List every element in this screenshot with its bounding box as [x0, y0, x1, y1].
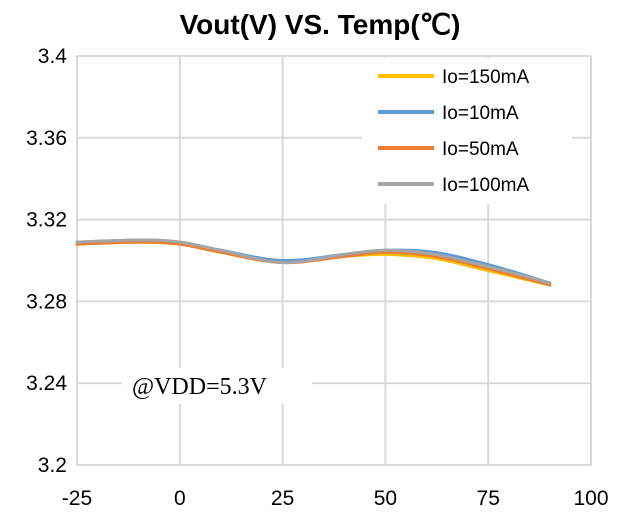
y-tick-label: 3.36: [26, 127, 67, 150]
legend-label-3: Io=100mA: [442, 175, 529, 196]
series-lines: [75, 238, 552, 287]
x-tick-label: 50: [374, 487, 397, 510]
x-tick-label: 25: [271, 487, 294, 510]
x-tick-label: 0: [174, 487, 186, 510]
annotation-group: @VDD=5.3V: [122, 368, 312, 404]
legend-background: [362, 58, 572, 204]
y-tick-label: 3.2: [38, 454, 67, 477]
x-tick-label: 100: [573, 487, 608, 510]
legend-label-0: Io=150mA: [442, 67, 529, 88]
y-tick-label: 3.28: [26, 290, 67, 313]
y-tick-label: 3.32: [26, 209, 67, 232]
x-axis-tick-labels: -25 0 25 50 75 100: [62, 487, 609, 510]
vdd-annotation: @VDD=5.3V: [132, 374, 268, 400]
legend-label-1: Io=10mA: [442, 103, 519, 124]
y-tick-label: 3.4: [38, 45, 68, 68]
legend: Io=150mA Io=10mA Io=50mA Io=100mA: [362, 58, 572, 204]
x-tick-label: -25: [62, 487, 92, 510]
y-tick-label: 3.24: [26, 372, 67, 395]
legend-label-2: Io=50mA: [442, 139, 519, 160]
y-axis-tick-labels: 3.2 3.24 3.28 3.32 3.36 3.4: [26, 45, 67, 477]
annotation-background: [122, 368, 312, 404]
x-tick-label: 75: [477, 487, 500, 510]
series-line-3: [75, 238, 552, 285]
chart-title: Vout(V) VS. Temp(℃): [180, 9, 461, 40]
